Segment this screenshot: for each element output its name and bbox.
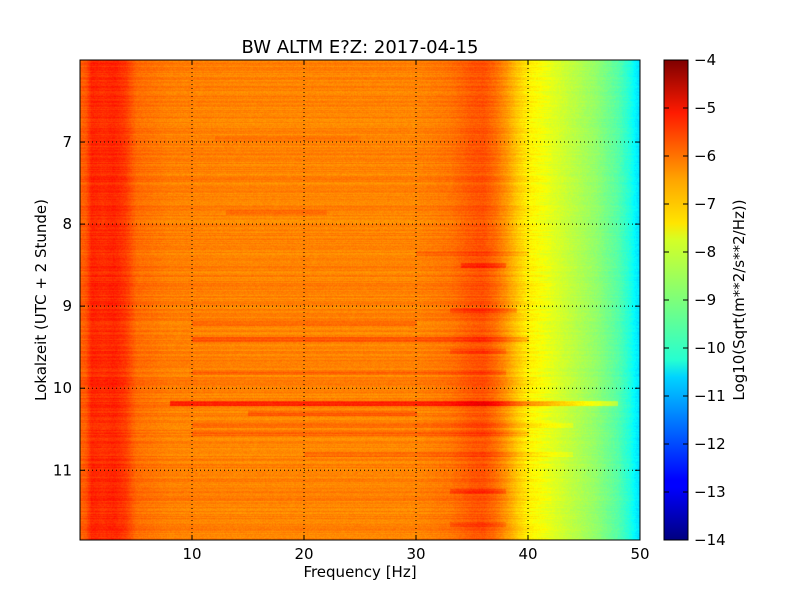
y-tick-label: 7 xyxy=(62,133,72,151)
colorbar-tick-label: −5 xyxy=(694,99,716,117)
colorbar-tick-label: −8 xyxy=(694,243,716,261)
chart-title: BW ALTM E?Z: 2017-04-15 xyxy=(242,37,479,58)
x-tick-label: 20 xyxy=(294,545,313,563)
colorbar-tick-label: −13 xyxy=(694,483,726,501)
x-axis-label: Frequency [Hz] xyxy=(303,563,416,581)
y-tick-label: 8 xyxy=(62,215,72,233)
plot-frame xyxy=(79,59,641,541)
x-tick-label: 40 xyxy=(518,545,537,563)
colorbar-tick-label: −11 xyxy=(694,387,726,405)
y-axis-label: Lokalzeit (UTC + 2 Stunde) xyxy=(32,199,50,401)
x-tick-label: 10 xyxy=(182,545,201,563)
colorbar-tick-label: −12 xyxy=(694,435,726,453)
colorbar: −4 −5 −6 −7 −8 −9 −10 −11 −12 −13 −14 Log10(Sqrt(m… xyxy=(663,51,748,549)
y-tick-label: 9 xyxy=(62,297,72,315)
colorbar-tick-label: −10 xyxy=(694,339,726,357)
colorbar-tick-label: −7 xyxy=(694,195,716,213)
colorbar-label: Log10(Sqrt(m**2/s**2/Hz)) xyxy=(730,199,748,400)
spectrogram-raster xyxy=(80,60,640,540)
y-axis: 7 8 9 10 11 xyxy=(53,133,640,479)
y-tick-label: 11 xyxy=(53,461,72,479)
colorbar-tick-label: −4 xyxy=(694,51,716,69)
plot-grid xyxy=(80,60,640,540)
y-tick-label: 10 xyxy=(53,379,72,397)
x-tick-label: 50 xyxy=(630,545,649,563)
spectrogram-image xyxy=(80,60,640,540)
colorbar-ticks: −4 −5 −6 −7 −8 −9 −10 −11 −12 −13 −14 xyxy=(664,51,726,549)
colorbar-tick-label: −14 xyxy=(694,531,726,549)
x-tick-label: 30 xyxy=(406,545,425,563)
colorbar-tick-label: −9 xyxy=(694,291,716,309)
x-axis: 10 20 30 40 50 xyxy=(182,60,650,563)
colorbar-tick-label: −6 xyxy=(694,147,716,165)
